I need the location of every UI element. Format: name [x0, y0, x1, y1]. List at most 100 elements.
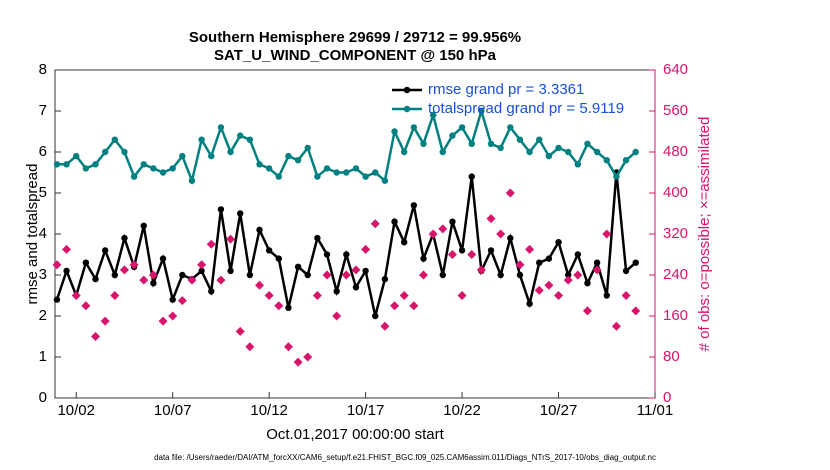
data-point — [632, 148, 639, 156]
data-point — [130, 173, 138, 180]
data-point — [101, 148, 109, 156]
data-point — [159, 169, 167, 176]
data-point — [439, 271, 446, 279]
data-point — [584, 280, 591, 287]
y-axis-label: rmse and totalspread — [24, 164, 41, 305]
y2-tick-label: 80 — [663, 348, 680, 365]
data-point — [449, 218, 456, 225]
data-point — [372, 169, 379, 176]
obs-marker — [428, 229, 438, 239]
data-point — [333, 288, 340, 295]
obs-marker — [303, 352, 313, 362]
data-point — [536, 259, 543, 266]
data-point — [227, 267, 234, 275]
data-point — [82, 259, 90, 266]
data-point — [275, 255, 282, 262]
obs-marker — [168, 311, 178, 321]
data-point — [449, 132, 456, 139]
data-point — [150, 165, 157, 172]
data-point — [439, 148, 446, 156]
data-point — [121, 234, 128, 242]
obs-marker — [187, 275, 197, 285]
y-tick-label: 1 — [39, 348, 47, 365]
obs-marker — [341, 270, 351, 280]
data-point — [420, 140, 427, 147]
data-point — [468, 140, 475, 147]
data-point — [391, 128, 398, 135]
data-point — [237, 210, 244, 217]
data-point — [140, 161, 147, 168]
data-point — [140, 222, 147, 229]
obs-marker — [582, 306, 592, 316]
obs-marker — [515, 260, 525, 270]
data-point — [400, 239, 408, 246]
data-point — [304, 271, 311, 279]
y2-tick-label: 160 — [663, 307, 688, 324]
obs-marker — [418, 270, 428, 280]
data-point — [593, 148, 601, 156]
obs-marker — [206, 239, 216, 249]
data-point — [169, 296, 176, 303]
obs-marker — [100, 316, 110, 326]
obs-marker — [158, 316, 168, 326]
x-tick-label: 10/22 — [443, 402, 481, 419]
obs-marker — [255, 280, 265, 290]
y-tick-label: 0 — [39, 389, 47, 406]
data-point — [507, 124, 514, 131]
data-point — [574, 161, 582, 168]
obs-marker — [563, 275, 573, 285]
y-tick-label: 5 — [39, 184, 47, 201]
data-point — [516, 136, 524, 143]
obs-marker — [496, 229, 506, 239]
x-tick-label: 10/27 — [540, 402, 578, 419]
obs-marker — [139, 275, 149, 285]
obs-marker — [525, 244, 535, 254]
obs-marker — [245, 342, 255, 352]
data-point — [458, 124, 466, 131]
obs-marker — [52, 260, 62, 270]
data-point — [410, 202, 418, 209]
data-point — [372, 312, 379, 320]
data-point — [169, 165, 176, 172]
data-point — [487, 247, 495, 254]
obs-marker — [283, 342, 293, 352]
obs-marker — [148, 270, 158, 280]
data-point — [564, 271, 572, 279]
x-tick-label: 11/01 — [637, 402, 673, 419]
data-point — [92, 275, 99, 283]
obs-marker — [602, 229, 612, 239]
data-point — [352, 165, 360, 172]
obs-marker — [312, 291, 322, 300]
y-tick-label: 2 — [39, 307, 47, 324]
data-point — [121, 148, 128, 156]
x-tick-label: 10/12 — [250, 402, 288, 419]
data-point — [381, 177, 389, 184]
footnote: data file: /Users/raeder/DAI/ATM_forcXX/… — [154, 453, 656, 462]
obs-marker — [486, 214, 496, 224]
obs-marker — [399, 291, 409, 300]
y-tick-label: 6 — [39, 143, 47, 160]
data-point — [555, 239, 562, 246]
obs-marker — [534, 285, 544, 295]
data-point — [632, 259, 639, 266]
data-point — [294, 263, 302, 270]
obs-marker — [216, 275, 226, 285]
data-point — [63, 267, 70, 275]
data-point — [429, 111, 437, 119]
data-point — [53, 296, 61, 303]
y-tick-label: 8 — [39, 61, 47, 78]
data-point — [343, 169, 350, 176]
data-point — [545, 152, 553, 160]
y2-axis-label: # of obs: o=possible; ×=assimilated — [696, 117, 713, 352]
y2-tick-label: 400 — [663, 184, 688, 201]
legend-marker — [403, 105, 411, 113]
obs-marker — [554, 291, 564, 300]
data-point — [159, 255, 167, 262]
data-point — [323, 251, 331, 258]
obs-marker — [351, 265, 361, 275]
obs-marker — [274, 301, 284, 311]
data-point — [478, 107, 485, 115]
y-tick-label: 7 — [39, 102, 47, 119]
data-point — [497, 271, 504, 279]
legend-label: totalspread grand pr = 5.9119 — [428, 100, 624, 117]
